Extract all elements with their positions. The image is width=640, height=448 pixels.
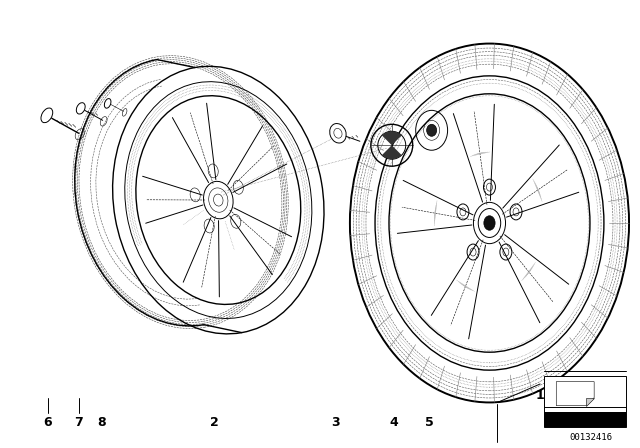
Text: 6: 6 xyxy=(44,416,52,429)
Text: 7: 7 xyxy=(74,416,83,429)
Text: 2: 2 xyxy=(211,416,219,429)
Text: 4: 4 xyxy=(389,416,397,429)
Polygon shape xyxy=(586,398,594,405)
Text: 5: 5 xyxy=(426,416,434,429)
Polygon shape xyxy=(382,145,402,159)
Ellipse shape xyxy=(484,216,495,230)
Text: 1: 1 xyxy=(536,389,545,402)
Text: 8: 8 xyxy=(97,416,106,429)
Ellipse shape xyxy=(427,124,436,136)
Polygon shape xyxy=(382,131,402,145)
Bar xyxy=(544,412,626,427)
Bar xyxy=(544,375,626,427)
Text: 00132416: 00132416 xyxy=(570,433,612,442)
Polygon shape xyxy=(556,382,594,405)
Text: 3: 3 xyxy=(332,416,340,429)
